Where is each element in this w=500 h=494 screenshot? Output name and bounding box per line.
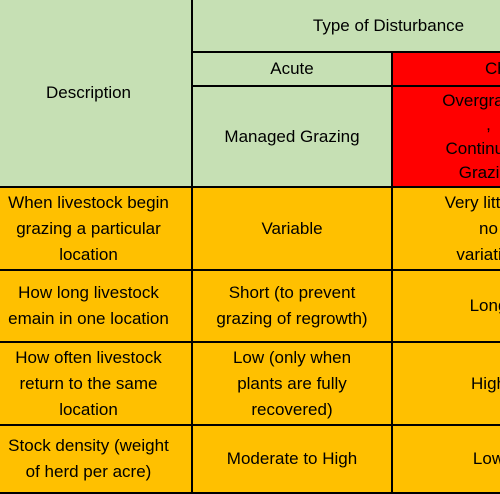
acute-cell[interactable]: Variable (191, 186, 393, 271)
chronic-cell[interactable]: Very little to no variation (390, 186, 500, 271)
acute-cell[interactable]: Moderate to High (191, 424, 393, 494)
table-row: When livestock begin grazing a particula… (0, 186, 500, 271)
chronic-header-label: Ch (485, 59, 500, 78)
description-header-label: Description (45, 83, 132, 102)
chronic-cell[interactable]: Low (390, 424, 500, 494)
cell-line: When livestock begin (8, 192, 169, 212)
table-row: Stock density (weight of herd per acre) … (0, 424, 500, 494)
type-of-disturbance-header-cell[interactable]: Type of Disturbance (190, 0, 500, 53)
cell-line: Variable (261, 218, 323, 238)
table-row: How often livestock return to the same l… (0, 341, 500, 426)
acute-cell[interactable]: Low (only when plants are fully recovere… (191, 341, 393, 426)
overgrazing-line: , (486, 114, 491, 134)
managed-grazing-label: Managed Grazing (224, 126, 360, 146)
description-cell[interactable]: How long livestock emain in one location (0, 269, 193, 343)
type-of-disturbance-label: Type of Disturbance (312, 15, 465, 35)
cell-line: no (479, 218, 498, 238)
cell-line: emain in one location (8, 309, 169, 328)
managed-grazing-header-cell[interactable]: Managed Grazing (191, 85, 393, 188)
cell-line: Very little to (444, 192, 500, 212)
cell-line: Short (to prevent (228, 283, 356, 302)
overgrazing-line: Grazing (458, 162, 500, 182)
cell-line: variation (456, 244, 500, 264)
cell-line: How long livestock (18, 283, 159, 302)
cell-line: Low (472, 449, 500, 468)
cell-line: Low (only when (232, 347, 352, 367)
overgrazing-line: Overgrazing (442, 90, 500, 110)
cell-line: location (59, 244, 118, 264)
description-cell[interactable]: Stock density (weight of herd per acre) (0, 424, 193, 494)
cell-line: How often livestock (15, 347, 162, 367)
overgrazing-header-cell[interactable]: Overgrazing , Continuous Grazing (390, 85, 500, 188)
overgrazing-line: Continuous (445, 138, 500, 158)
description-cell[interactable]: When livestock begin grazing a particula… (0, 186, 193, 271)
description-cell[interactable]: How often livestock return to the same l… (0, 341, 193, 426)
cell-line: Moderate to High (226, 449, 358, 468)
chronic-header-cell[interactable]: Ch (390, 51, 500, 87)
description-header-cell[interactable]: Description (0, 0, 193, 188)
cell-line: of herd per acre) (25, 462, 152, 481)
acute-header-label: Acute (270, 59, 314, 78)
cell-line: recovered) (251, 399, 333, 419)
cell-line: grazing a particular (16, 218, 161, 238)
acute-cell[interactable]: Short (to prevent grazing of regrowth) (191, 269, 393, 343)
cell-line: return to the same (19, 373, 158, 393)
cell-line: grazing of regrowth) (216, 309, 368, 328)
chronic-cell[interactable]: Long (390, 269, 500, 343)
cell-line: location (59, 399, 118, 419)
acute-header-cell[interactable]: Acute (191, 51, 393, 87)
cell-line: Long (469, 296, 500, 315)
table-row: How long livestock emain in one location… (0, 269, 500, 343)
cell-line: Stock density (weight (8, 436, 169, 455)
cell-line: plants are fully (237, 373, 347, 393)
chronic-cell[interactable]: High (390, 341, 500, 426)
cell-line: High (471, 373, 500, 393)
